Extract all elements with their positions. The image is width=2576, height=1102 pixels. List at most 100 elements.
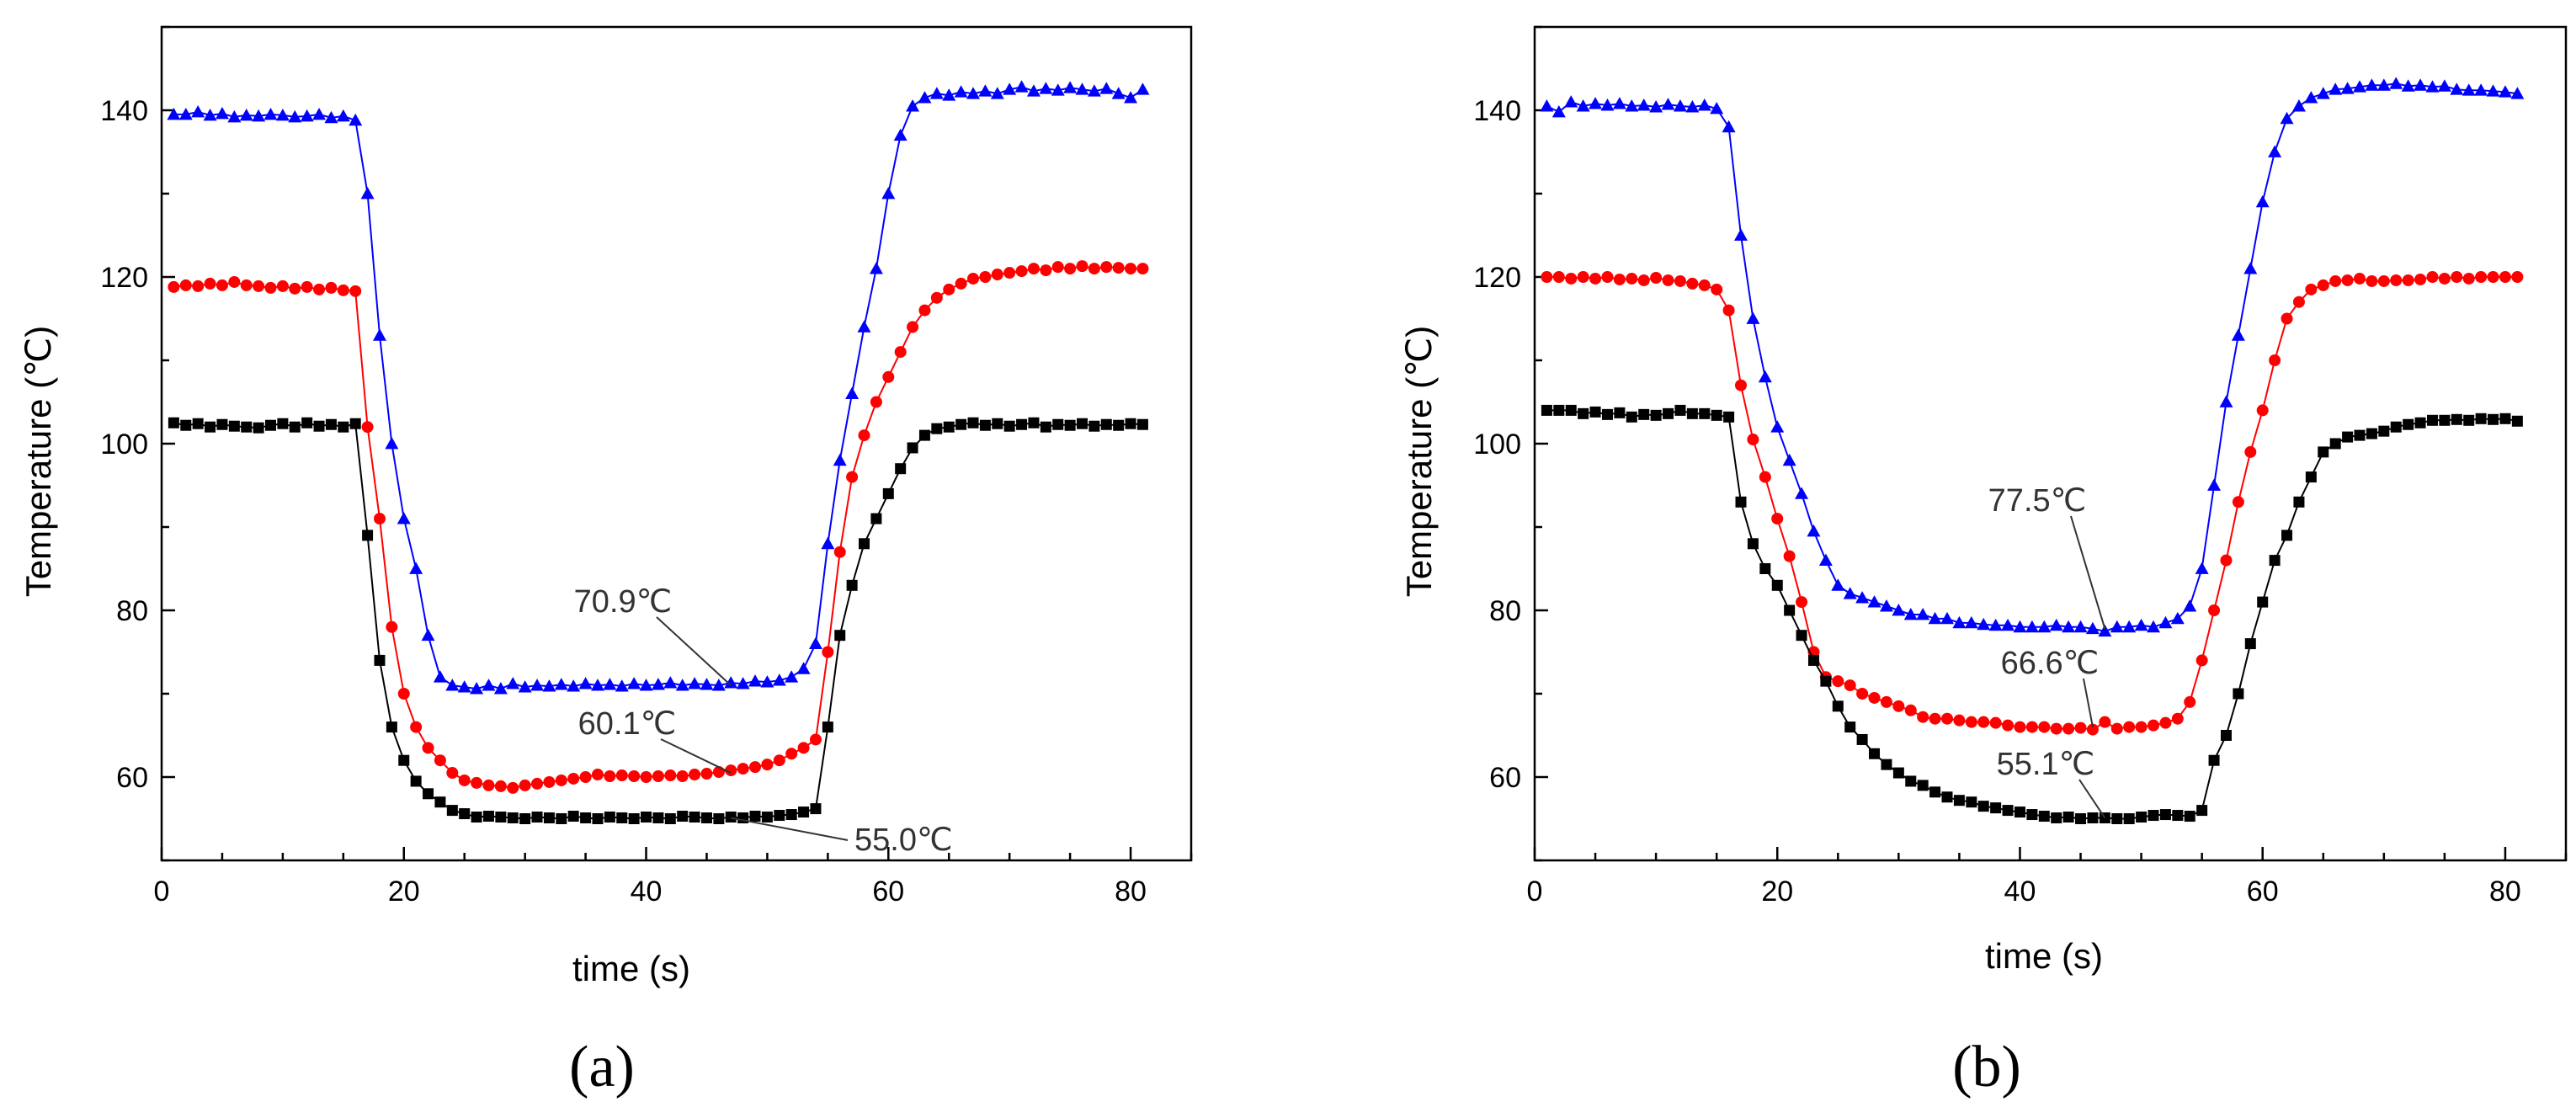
data-point-bottom-a [362, 530, 374, 541]
annotation-leader-a [656, 616, 732, 686]
data-point-bottom-a [992, 418, 1003, 429]
data-point-middle-a [907, 321, 919, 333]
data-point-bottom-a [434, 796, 446, 808]
data-point-bottom-b [1869, 748, 1881, 759]
data-point-top-a [785, 670, 799, 683]
data-point-middle-a [168, 280, 180, 293]
data-point-bottom-a [301, 417, 313, 429]
data-point-bottom-a [749, 811, 761, 823]
data-point-middle-a [785, 748, 798, 760]
data-point-top-a [506, 677, 520, 689]
data-point-top-a [191, 104, 205, 118]
data-point-top-b [2037, 620, 2052, 633]
data-point-top-a [869, 262, 883, 274]
data-point-top-b [2510, 87, 2525, 99]
y-tick-label-a: 120 [100, 262, 148, 294]
x-tick-label-a: 0 [154, 876, 170, 908]
data-point-top-b [1661, 98, 1675, 110]
data-point-bottom-a [1052, 418, 1064, 430]
data-point-bottom-b [1953, 795, 1965, 807]
data-point-middle-b [2220, 554, 2233, 567]
plot-frame-a [160, 25, 1193, 862]
data-point-middle-b [1796, 596, 1808, 609]
data-point-middle-a [1136, 263, 1149, 275]
data-point-bottom-b [2475, 413, 2487, 424]
panel-label-b: (b) [1952, 1035, 2021, 1099]
data-point-middle-b [1771, 513, 1784, 525]
data-point-bottom-b [1977, 801, 1989, 812]
data-point-middle-a [1051, 261, 1064, 274]
data-point-bottom-a [882, 487, 894, 499]
data-point-bottom-b [2293, 496, 2305, 508]
data-point-top-b [1964, 615, 1978, 629]
data-point-top-b [2365, 78, 2379, 91]
data-point-middle-b [1601, 271, 1614, 283]
data-point-top-b [2195, 562, 2209, 574]
data-point-top-b [2183, 599, 2197, 612]
data-point-middle-b [2232, 496, 2244, 508]
data-point-middle-a [591, 769, 604, 781]
data-point-top-b [2291, 99, 2306, 112]
data-point-middle-b [2002, 719, 2014, 732]
data-point-bottom-a [567, 811, 579, 823]
data-point-top-b [1892, 604, 1906, 616]
data-point-bottom-a [1077, 418, 1088, 429]
data-point-middle-a [846, 471, 859, 483]
data-point-middle-b [1929, 712, 1941, 725]
data-point-middle-a [555, 774, 567, 786]
data-point-top-a [1099, 82, 1114, 94]
data-point-bottom-a [205, 421, 216, 433]
data-point-top-b [1940, 611, 1954, 625]
data-point-middle-a [228, 275, 241, 288]
data-point-middle-b [2499, 271, 2511, 283]
x-axis-title-a: time (s) [572, 949, 690, 988]
data-point-bottom-b [2463, 414, 2475, 426]
data-point-top-a [808, 636, 822, 649]
data-point-top-a [748, 674, 763, 687]
data-point-middle-b [1941, 712, 1953, 725]
data-point-top-a [421, 628, 435, 642]
data-point-bottom-a [482, 811, 494, 823]
data-point-top-b [2376, 78, 2391, 91]
data-point-bottom-b [1663, 407, 1674, 419]
panel-label-a: (a) [569, 1035, 635, 1099]
data-point-top-b [1625, 99, 1639, 112]
data-point-bottom-b [2208, 754, 2220, 766]
annotation-label-b: 55.1℃ [1997, 747, 2095, 782]
data-point-middle-a [1076, 260, 1088, 273]
data-point-top-b [2316, 87, 2330, 99]
data-point-bottom-b [1578, 407, 1589, 419]
data-point-middle-b [2184, 695, 2196, 708]
data-point-top-b [2425, 80, 2440, 93]
y-tick-label-b: 100 [1473, 429, 1521, 460]
y-tick-label-a: 80 [116, 595, 148, 627]
data-point-top-a [397, 512, 411, 524]
data-point-bottom-b [1892, 767, 1904, 779]
data-point-top-a [1063, 81, 1078, 93]
data-point-middle-b [2487, 271, 2499, 283]
data-point-bottom-b [1990, 802, 2002, 814]
data-point-top-b [2098, 624, 2112, 637]
data-point-middle-a [253, 279, 265, 292]
data-point-middle-b [2438, 272, 2451, 285]
data-point-middle-a [967, 272, 980, 285]
data-point-middle-a [894, 346, 907, 359]
data-point-top-a [711, 679, 726, 691]
data-point-bottom-a [507, 812, 519, 824]
data-point-top-b [2437, 79, 2451, 92]
data-point-bottom-b [2414, 417, 2426, 429]
data-point-bottom-b [2220, 730, 2232, 741]
data-point-top-a [918, 91, 932, 104]
data-point-middle-a [882, 370, 895, 383]
data-point-top-b [2353, 80, 2366, 93]
data-point-top-a [1003, 83, 1017, 95]
annotation-leader-b [2078, 779, 2106, 819]
data-point-bottom-b [1565, 404, 1577, 416]
data-point-middle-a [264, 281, 277, 294]
data-point-middle-b [2062, 722, 2075, 735]
data-point-top-a [470, 682, 484, 695]
data-point-middle-a [749, 761, 762, 774]
data-point-top-a [518, 680, 532, 693]
data-point-top-a [482, 679, 496, 691]
data-point-middle-a [737, 763, 749, 775]
